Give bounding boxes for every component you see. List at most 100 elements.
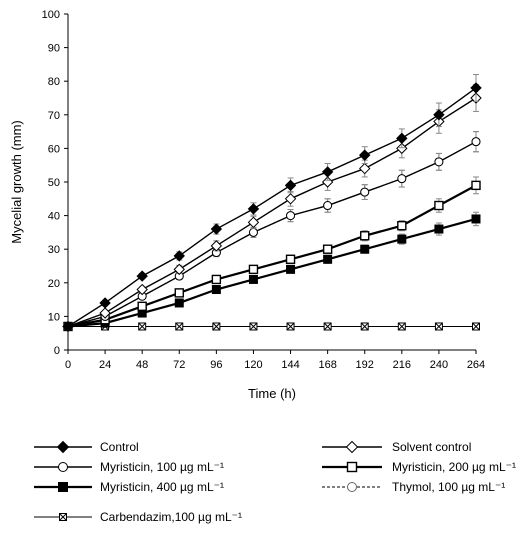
square-marker (346, 461, 358, 473)
x-box-cross (435, 322, 443, 331)
diamond-marker (284, 193, 297, 205)
y-tick-label: 100 (42, 9, 60, 21)
legend-item: Myristicin, 200 µg mL⁻¹ (322, 460, 516, 474)
circle-marker (360, 187, 370, 197)
circle-marker (286, 211, 296, 221)
diamond-marker (173, 263, 185, 276)
series-layer (62, 73, 482, 333)
square-marker (286, 264, 296, 274)
square-marker (434, 200, 444, 211)
x-box-cross (323, 322, 332, 331)
square-marker (471, 214, 481, 224)
axes: 0 10 20 30 40 50 60 70 80 90 100 0 24 48 72 96 120 144 168… (42, 9, 486, 371)
series-line (67, 97, 477, 328)
diamond-marker (136, 283, 148, 296)
series-line (67, 141, 477, 327)
circle-marker (347, 482, 357, 492)
diamond-marker (56, 440, 70, 454)
circle-marker (397, 174, 407, 184)
y-tick-label: 30 (48, 244, 60, 256)
square-marker (471, 180, 481, 191)
y-tick-label: 10 (48, 311, 60, 323)
diamond-marker (284, 179, 297, 192)
x-box-cross (138, 322, 147, 331)
x-tick-label: 144 (281, 359, 299, 371)
circle-marker (58, 462, 68, 472)
square-marker (137, 301, 147, 312)
diamond-marker (359, 162, 371, 175)
square-marker (174, 298, 184, 308)
x-tick-label: 72 (173, 359, 185, 371)
diamond-marker (321, 166, 334, 178)
x-axis-label: Time (h) (248, 386, 296, 401)
square-marker (211, 285, 221, 295)
legend-label: Control (100, 440, 139, 454)
x-box-cross (175, 322, 184, 331)
y-tick-label: 60 (48, 143, 60, 155)
diamond-marker (247, 203, 260, 215)
legend-label: Carbendazim,100 µg mL⁻¹ (100, 510, 242, 524)
series-2 (63, 131, 481, 331)
diamond-marker (247, 216, 260, 229)
x-box-cross (249, 322, 258, 331)
diamond-marker (321, 176, 334, 188)
series-1 (62, 84, 482, 333)
legend-label: Myristicin, 400 µg mL⁻¹ (100, 480, 224, 494)
diamond-marker (99, 307, 111, 319)
y-tick-label: 70 (48, 110, 60, 122)
diamond-marker (173, 250, 185, 262)
circle-marker (434, 157, 444, 167)
square-marker (58, 482, 68, 492)
legend-item: Carbendazim,100 µg mL⁻¹ (34, 510, 242, 524)
y-tick-label: 0 (54, 345, 60, 357)
series-3 (63, 176, 481, 332)
circle-marker (323, 201, 333, 211)
x-box-cross (212, 322, 221, 331)
legend-item: Myristicin, 400 µg mL⁻¹ (34, 480, 224, 494)
x-tick-label: 216 (393, 359, 411, 371)
legend-label: Solvent control (392, 440, 471, 454)
legend-item: Control (34, 440, 139, 454)
legend-label: Myristicin, 200 µg mL⁻¹ (392, 460, 516, 474)
series-0 (62, 73, 482, 333)
diamond-marker (62, 320, 74, 333)
legend-label: Myristicin, 100 µg mL⁻¹ (100, 460, 224, 474)
square-marker (397, 220, 407, 231)
y-tick-label: 80 (48, 76, 60, 88)
square-marker (360, 244, 370, 254)
legend: Control Myristicin, 100 µg mL⁻¹ Myristicin… (34, 440, 516, 524)
legend-label: Thymol, 100 µg mL⁻¹ (392, 480, 505, 494)
x-box-cross (360, 322, 369, 331)
x-tick-label: 264 (467, 359, 485, 371)
series-line (67, 217, 477, 328)
diamond-marker (210, 240, 223, 252)
diamond-marker (99, 297, 111, 309)
series-6 (64, 322, 480, 331)
y-tick-label: 40 (48, 211, 60, 223)
x-tick-label: 96 (210, 359, 222, 371)
series-5 (63, 131, 481, 331)
square-marker (248, 274, 258, 284)
x-tick-label: 48 (136, 359, 148, 371)
square-marker (360, 231, 370, 241)
square-marker (434, 224, 444, 234)
legend-item: Thymol, 100 µg mL⁻¹ (322, 480, 505, 494)
x-box-cross (472, 322, 480, 331)
series-line (67, 87, 477, 328)
square-marker (174, 288, 184, 298)
square-marker (248, 264, 259, 275)
circle-marker (471, 137, 481, 147)
square-marker (397, 234, 407, 244)
x-box-cross (286, 322, 295, 331)
square-marker (322, 244, 333, 254)
series-line (67, 141, 477, 328)
y-axis-label: Mycelial growth (mm) (9, 120, 24, 244)
y-tick-label: 90 (48, 43, 60, 55)
x-box-cross (59, 513, 67, 521)
diamond-marker (433, 109, 445, 121)
x-tick-label: 120 (244, 359, 262, 371)
legend-item: Myristicin, 100 µg mL⁻¹ (34, 460, 224, 474)
diamond-marker (396, 142, 408, 155)
diamond-marker (396, 132, 408, 145)
